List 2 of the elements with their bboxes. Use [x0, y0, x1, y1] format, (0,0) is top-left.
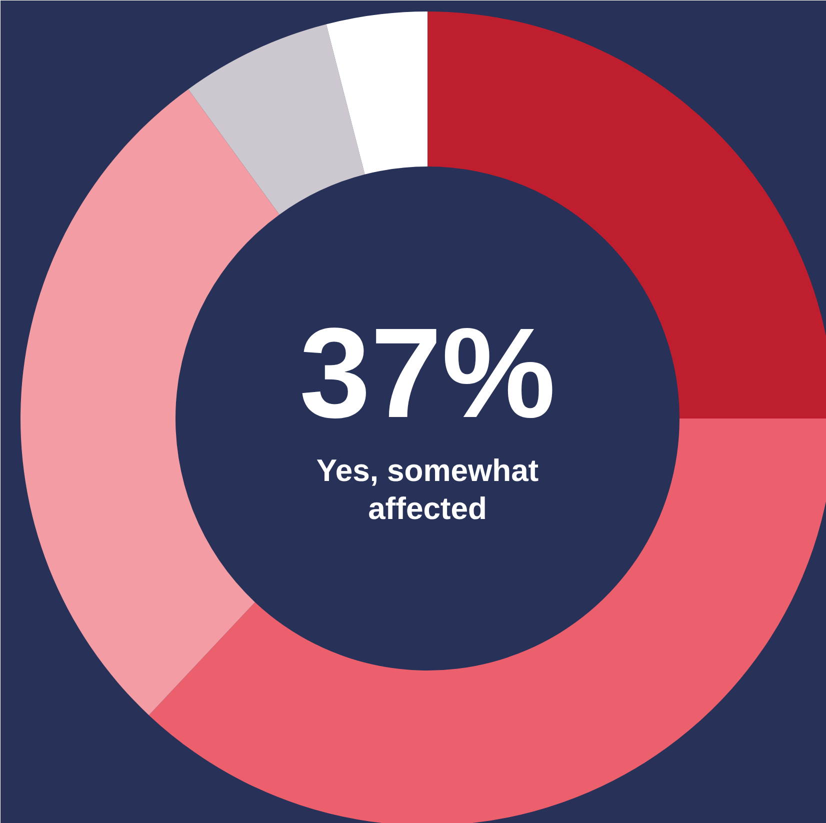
text: Yes, somewhat affected — [316, 453, 539, 526]
text: 37% — [299, 302, 556, 445]
